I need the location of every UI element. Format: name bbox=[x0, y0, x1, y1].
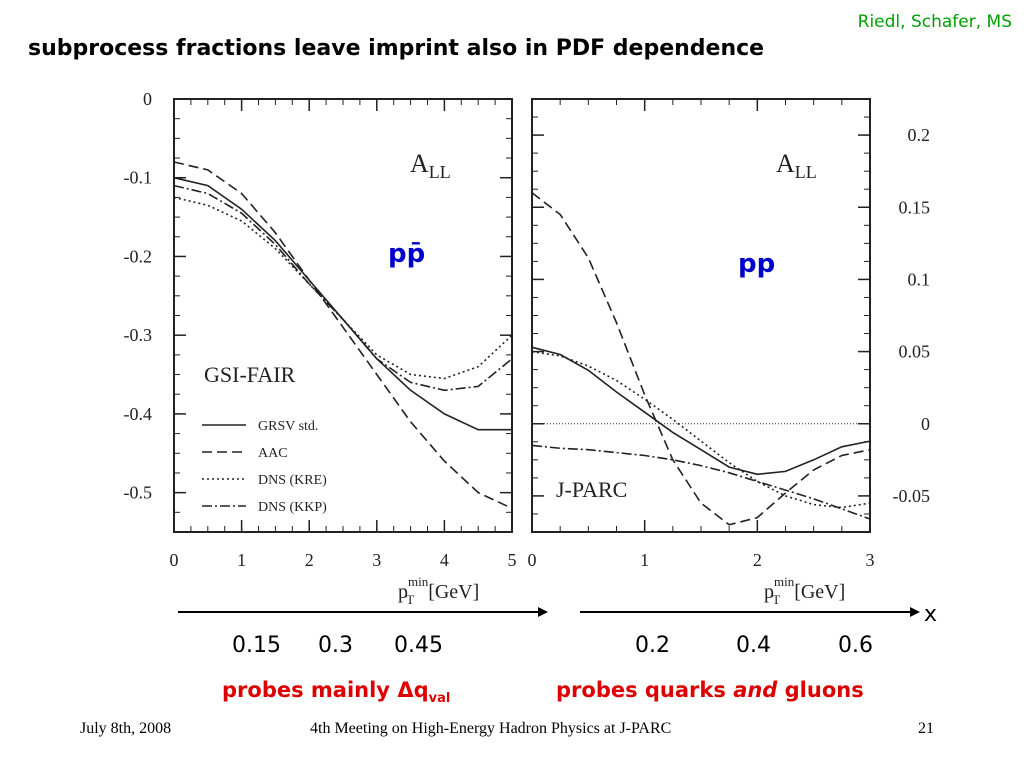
probe-right-suffix: gluons bbox=[777, 678, 864, 702]
x-arrow-left bbox=[178, 607, 548, 617]
right-x-value: 0.6 bbox=[838, 633, 873, 658]
x-tick-label: 3 bbox=[866, 550, 875, 570]
y-tick-label: 0.1 bbox=[908, 269, 931, 289]
x-tick-label: 0 bbox=[528, 550, 537, 570]
right-x-value: 0.4 bbox=[736, 633, 771, 658]
x-arrow-label: x bbox=[924, 602, 937, 627]
panel-label: GSI-FAIR bbox=[204, 362, 296, 387]
x-tick-label: 1 bbox=[237, 550, 246, 570]
series-line-dns-kkp bbox=[173, 184, 513, 392]
right-x-value: 0.2 bbox=[635, 633, 670, 658]
legend-label: GRSV std. bbox=[258, 419, 318, 434]
left-x-value: 0.3 bbox=[318, 633, 353, 658]
x-axis-label: pmin T [GeV] bbox=[764, 574, 845, 607]
x-tick-label: 3 bbox=[372, 550, 381, 570]
left-chart-panel: 0 1 2 3 4 5 0 -0.1 -0.2 -0.3 -0.4 -0.5 ALL pp̄ GSI-FAI… bbox=[124, 89, 517, 607]
x-tick-label: 1 bbox=[640, 550, 649, 570]
x-arrow-right bbox=[580, 607, 920, 617]
y-tick-label: -0.3 bbox=[124, 325, 153, 345]
observable-label: ALL bbox=[776, 149, 817, 182]
probe-left-delta: Δq bbox=[397, 678, 429, 702]
observable-label: ALL bbox=[410, 149, 451, 182]
probe-right-caption: probes quarks and gluons bbox=[556, 678, 864, 702]
series-line-aac bbox=[531, 192, 871, 526]
footer-meeting: 4th Meeting on High-Energy Hadron Physic… bbox=[310, 720, 672, 737]
footer-date: July 8th, 2008 bbox=[80, 720, 172, 737]
credit-text: Riedl, Schafer, MS bbox=[857, 12, 1012, 32]
y-tick-label: -0.2 bbox=[124, 246, 153, 266]
x-tick-label: 2 bbox=[305, 550, 314, 570]
left-x-value: 0.15 bbox=[232, 633, 281, 658]
y-tick-label: -0.4 bbox=[124, 404, 153, 424]
legend-label: AAC bbox=[258, 446, 288, 461]
series-line-dns-kre bbox=[173, 196, 513, 380]
series-line-aac bbox=[173, 161, 513, 510]
x-tick-label: 4 bbox=[440, 550, 449, 570]
x-axis-label: pmin T [GeV] bbox=[398, 574, 479, 607]
y-tick-label: 0.05 bbox=[899, 342, 931, 362]
right-chart-panel: 0 1 2 3 0.2 0.15 0.1 0.05 0 -0.05 ALL pp J-PARC pmin T… bbox=[528, 98, 931, 607]
x-tick-label: 0 bbox=[170, 550, 179, 570]
probe-left-sub: val bbox=[428, 691, 451, 707]
legend-label: DNS (KKP) bbox=[258, 500, 327, 515]
probe-right-italic: and bbox=[733, 678, 778, 702]
y-tick-label: -0.05 bbox=[893, 486, 931, 506]
probe-right-prefix: probes quarks bbox=[556, 678, 734, 702]
series-line-grsv-std bbox=[173, 176, 512, 431]
legend-label: DNS (KRE) bbox=[258, 473, 327, 488]
y-tick-label: -0.5 bbox=[124, 483, 153, 503]
panel-label: J-PARC bbox=[556, 477, 627, 502]
left-x-value: 0.45 bbox=[394, 633, 443, 658]
y-tick-label: -0.1 bbox=[124, 168, 153, 188]
footer-page-number: 21 bbox=[918, 720, 934, 737]
y-tick-label: 0.2 bbox=[908, 125, 931, 145]
y-tick-label: 0 bbox=[143, 89, 152, 109]
reaction-label: pp bbox=[738, 249, 775, 279]
chart-figure: 0 1 2 3 4 50-0.1-0.2-0.3-0.4-0.5ALLpp̄GSI-FAI… bbox=[124, 89, 938, 627]
plot-frame bbox=[173, 98, 513, 533]
x-tick-label: 2 bbox=[753, 550, 762, 570]
x-tick-label: 5 bbox=[508, 550, 517, 570]
probe-left-caption: probes mainly Δqval bbox=[222, 678, 450, 706]
reaction-label: pp̄ bbox=[388, 239, 425, 269]
series-line-dns-kkp bbox=[531, 444, 871, 520]
series-line-grsv-std bbox=[531, 346, 871, 476]
y-tick-label: 0 bbox=[921, 414, 930, 434]
slide-title: subprocess fractions leave imprint also … bbox=[28, 36, 765, 61]
probe-left-prefix: probes mainly bbox=[222, 678, 398, 702]
y-tick-label: 0.15 bbox=[899, 197, 931, 217]
